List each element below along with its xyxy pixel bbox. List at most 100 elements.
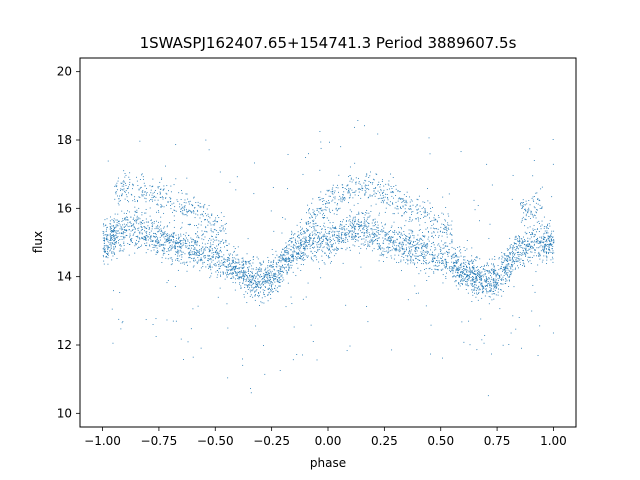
scatter-point xyxy=(288,269,290,271)
scatter-point xyxy=(312,240,314,242)
scatter-point xyxy=(246,253,248,255)
scatter-point xyxy=(300,242,302,244)
scatter-point xyxy=(462,267,464,269)
scatter-point xyxy=(194,243,196,245)
scatter-point xyxy=(120,235,122,237)
scatter-point xyxy=(188,210,190,212)
scatter-point xyxy=(410,229,412,231)
scatter-point xyxy=(211,236,213,237)
scatter-point xyxy=(425,246,426,248)
scatter-point xyxy=(310,324,312,326)
scatter-point xyxy=(494,270,496,271)
scatter-point xyxy=(328,257,330,259)
scatter-point xyxy=(264,294,265,296)
scatter-point xyxy=(208,255,210,257)
scatter-point xyxy=(382,261,384,262)
scatter-point xyxy=(384,251,386,252)
scatter-point xyxy=(354,220,356,222)
scatter-point xyxy=(403,213,405,215)
scatter-point xyxy=(456,261,458,263)
scatter-point xyxy=(442,282,444,284)
scatter-point xyxy=(271,284,273,286)
scatter-point xyxy=(501,258,503,260)
scatter-point xyxy=(267,269,269,271)
scatter-point xyxy=(460,272,462,274)
scatter-point xyxy=(409,259,411,261)
scatter-point xyxy=(488,303,490,305)
scatter-point xyxy=(525,248,526,250)
scatter-point xyxy=(448,224,450,226)
scatter-point xyxy=(154,236,156,237)
scatter-point xyxy=(157,187,159,189)
scatter-point xyxy=(322,217,324,218)
scatter-point xyxy=(475,284,477,286)
scatter-point xyxy=(150,239,152,241)
scatter-point xyxy=(193,259,195,261)
scatter-point xyxy=(190,251,192,253)
scatter-point xyxy=(222,273,224,275)
scatter-point xyxy=(548,223,550,225)
scatter-point xyxy=(258,296,260,298)
scatter-point xyxy=(395,231,397,233)
scatter-point xyxy=(461,274,463,276)
scatter-point xyxy=(171,240,172,242)
scatter-point xyxy=(499,308,501,310)
scatter-point xyxy=(433,219,435,221)
scatter-point xyxy=(399,237,401,239)
scatter-point xyxy=(343,241,345,243)
scatter-point xyxy=(145,231,147,233)
scatter-point xyxy=(474,271,475,273)
scatter-point xyxy=(506,256,508,258)
scatter-point xyxy=(477,299,479,301)
scatter-point xyxy=(181,190,182,192)
scatter-point xyxy=(318,246,320,248)
scatter-point xyxy=(473,281,475,283)
scatter-point xyxy=(218,271,219,273)
scatter-point xyxy=(170,191,172,193)
scatter-point xyxy=(330,195,331,197)
scatter-point xyxy=(268,260,270,261)
scatter-point xyxy=(178,250,180,252)
scatter-point xyxy=(267,294,269,296)
scatter-point xyxy=(219,229,221,231)
scatter-point xyxy=(543,239,545,240)
scatter-point xyxy=(458,256,460,258)
scatter-point xyxy=(245,273,246,275)
scatter-point xyxy=(489,284,491,286)
scatter-point xyxy=(367,229,369,231)
scatter-point xyxy=(395,248,397,250)
scatter-point xyxy=(232,267,234,269)
scatter-point xyxy=(150,189,152,191)
scatter-point xyxy=(537,209,538,211)
scatter-point xyxy=(478,274,480,275)
scatter-point xyxy=(512,260,514,262)
scatter-point xyxy=(488,291,490,293)
scatter-point xyxy=(437,265,439,267)
scatter-point xyxy=(536,221,538,223)
scatter-point xyxy=(247,280,249,282)
scatter-point xyxy=(122,224,124,226)
scatter-point xyxy=(258,275,260,276)
scatter-point xyxy=(342,231,344,233)
scatter-point xyxy=(257,281,259,282)
scatter-point xyxy=(365,220,367,222)
scatter-point xyxy=(129,221,131,223)
scatter-point xyxy=(486,278,488,280)
scatter-point xyxy=(472,283,473,285)
scatter-point xyxy=(371,222,373,224)
scatter-point xyxy=(210,269,212,271)
scatter-point xyxy=(384,231,386,233)
scatter-point xyxy=(172,236,174,238)
scatter-point xyxy=(331,191,333,193)
scatter-point xyxy=(256,282,258,284)
scatter-point xyxy=(314,246,316,248)
scatter-point xyxy=(400,234,402,236)
scatter-point xyxy=(333,255,335,257)
scatter-point xyxy=(317,235,319,237)
scatter-point xyxy=(113,235,114,237)
scatter-point xyxy=(492,281,494,283)
scatter-point xyxy=(158,211,160,213)
scatter-point xyxy=(319,131,321,132)
scatter-point xyxy=(216,276,218,278)
scatter-point xyxy=(389,239,391,241)
